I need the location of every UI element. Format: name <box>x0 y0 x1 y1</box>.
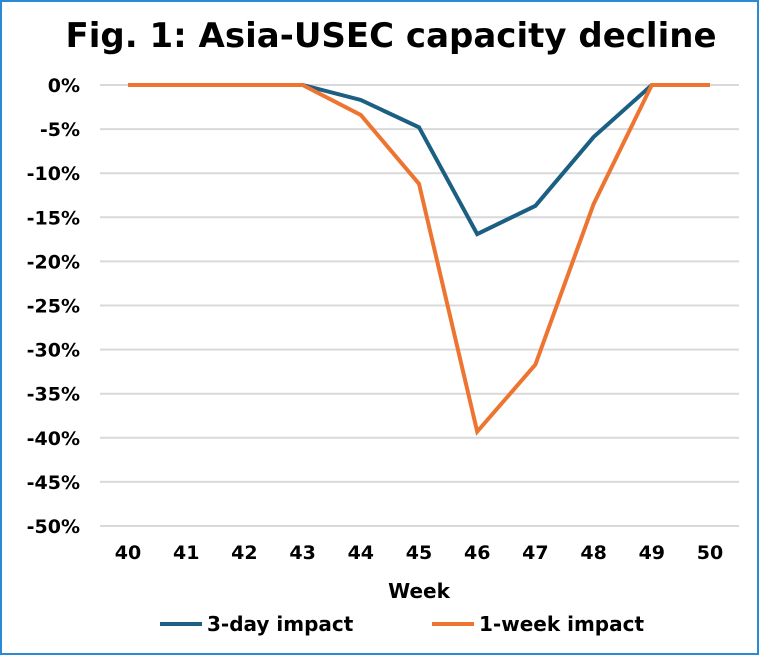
y-tick-label: 0% <box>48 75 80 97</box>
x-tick-label: 42 <box>231 542 257 564</box>
x-axis-label: Week <box>388 579 450 603</box>
legend-label: 3-day impact <box>207 612 354 636</box>
x-tick-label: 40 <box>115 542 141 564</box>
series-line-2 <box>128 83 710 436</box>
y-tick-label: -50% <box>27 516 80 538</box>
y-tick-label: -35% <box>27 384 80 406</box>
series-line-1 <box>128 83 710 237</box>
y-tick-label: -5% <box>40 119 80 141</box>
y-tick-label: -10% <box>27 163 80 185</box>
legend-label: 1-week impact <box>479 612 644 636</box>
y-tick-label: -15% <box>27 207 80 229</box>
x-tick-label: 50 <box>697 542 723 564</box>
x-tick-label: 41 <box>173 542 199 564</box>
y-tick-label: -20% <box>27 251 80 273</box>
y-tick-label: -40% <box>27 428 80 450</box>
x-tick-label: 49 <box>639 542 665 564</box>
x-tick-label: 48 <box>580 542 606 564</box>
y-tick-label: -45% <box>27 472 80 494</box>
x-tick-label: 44 <box>348 542 374 564</box>
x-tick-label: 47 <box>522 542 548 564</box>
y-tick-label: -30% <box>27 340 80 362</box>
x-tick-label: 43 <box>289 542 315 564</box>
chart-title: Fig. 1: Asia-USEC capacity decline <box>66 16 717 56</box>
x-tick-label: 45 <box>406 542 432 564</box>
x-tick-label: 46 <box>464 542 490 564</box>
y-tick-label: -25% <box>27 296 80 318</box>
